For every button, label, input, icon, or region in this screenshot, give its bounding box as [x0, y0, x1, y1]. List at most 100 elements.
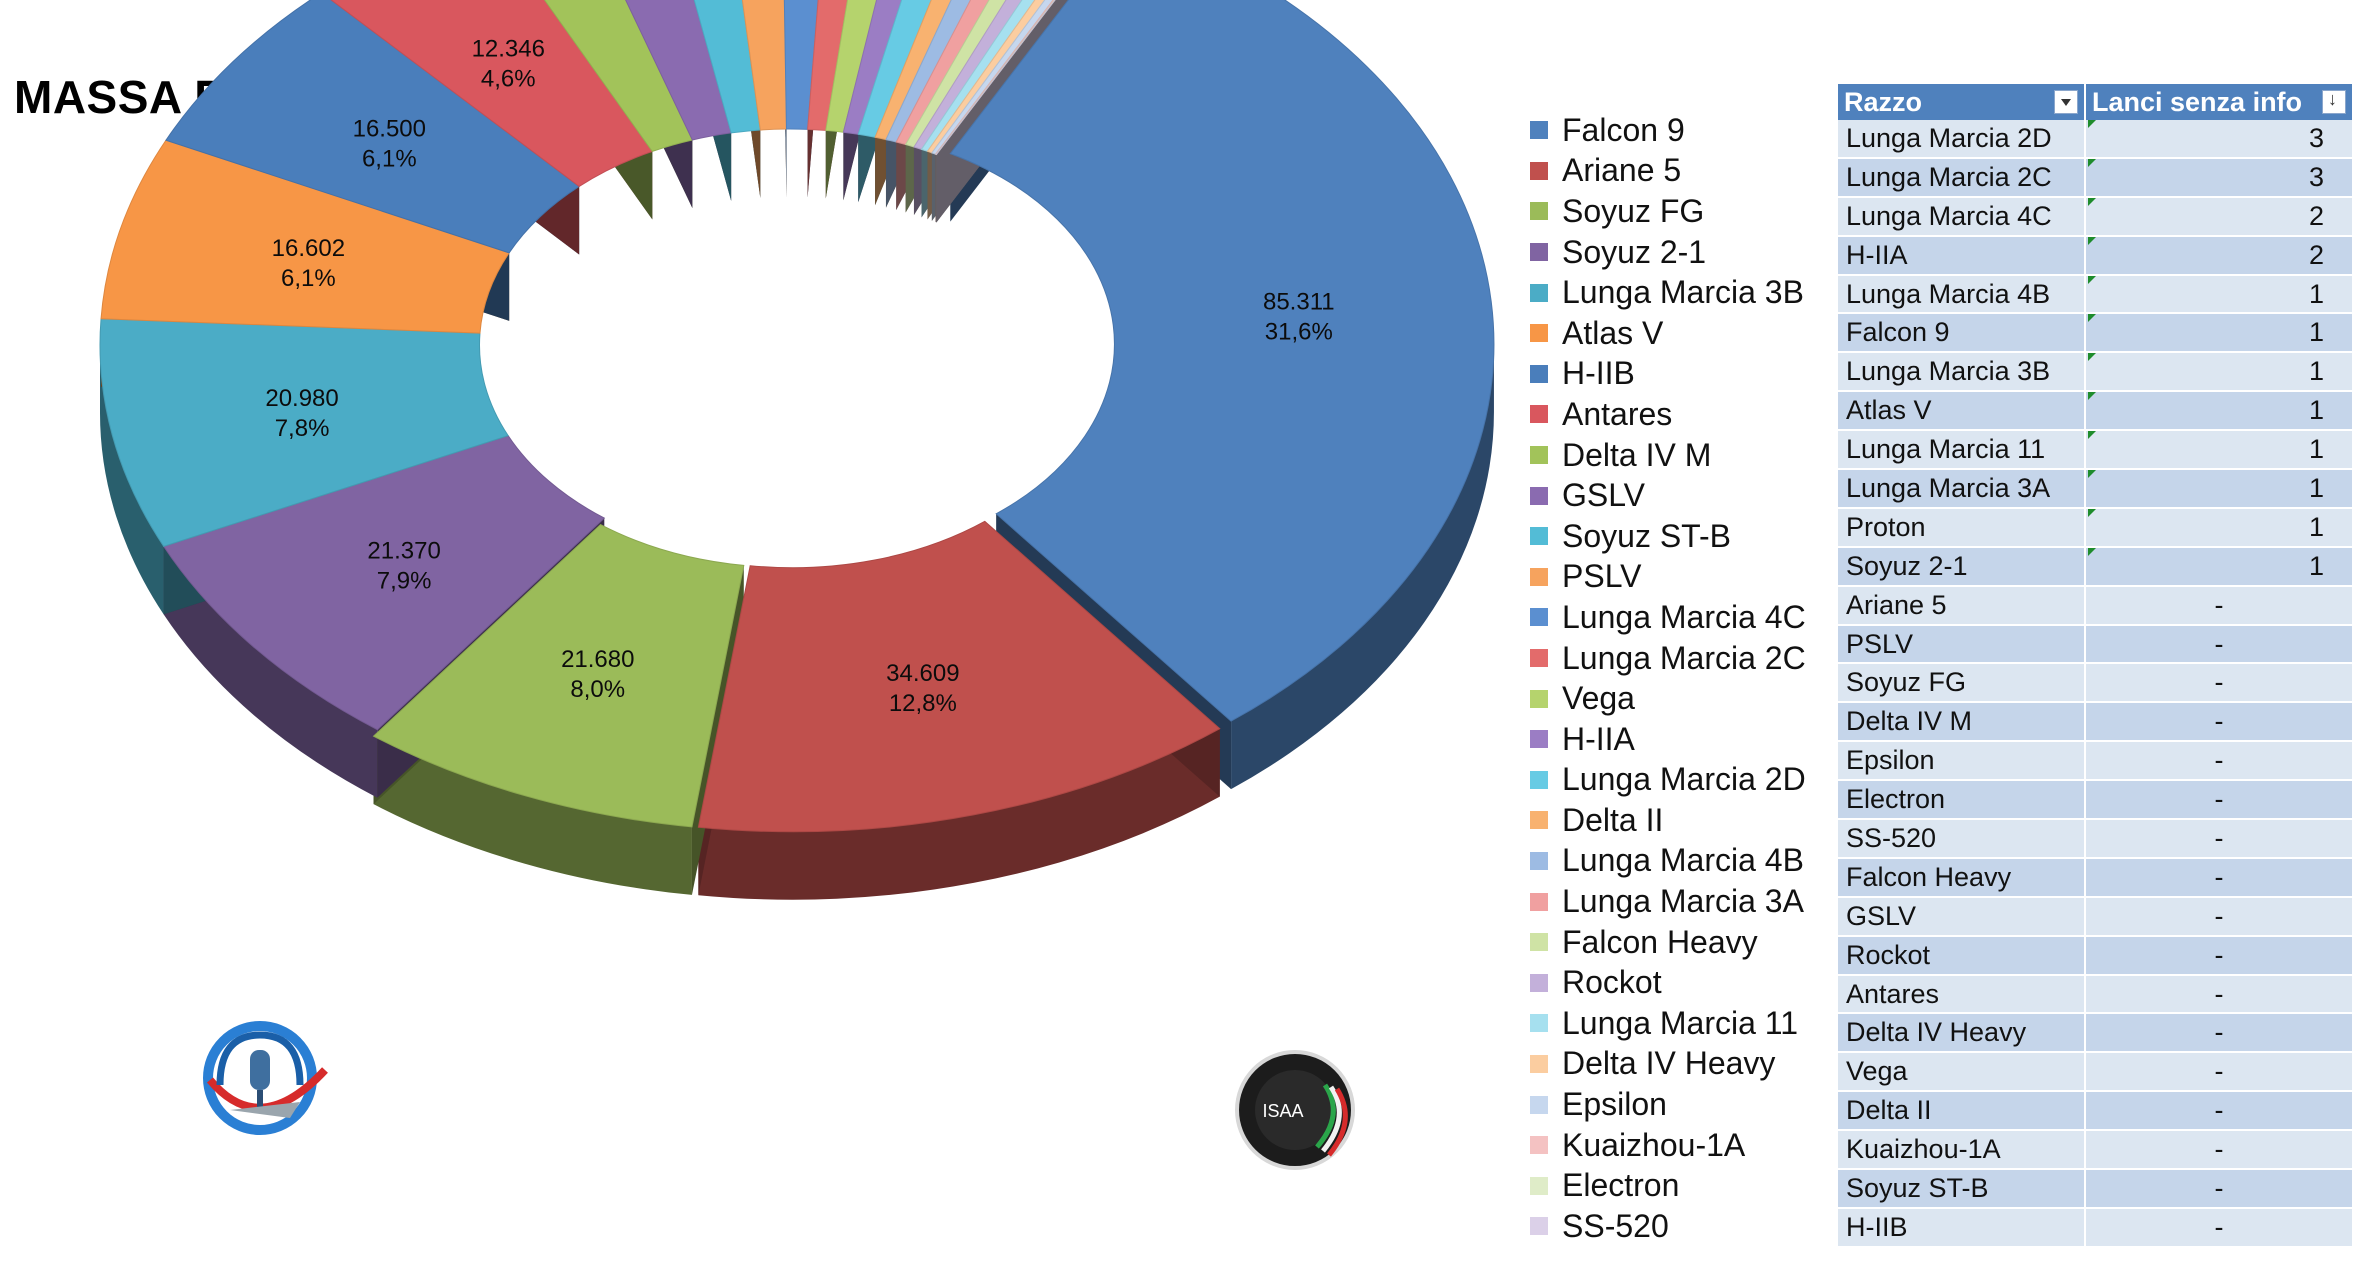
- cell-lanci[interactable]: -: [2085, 1091, 2354, 1132]
- cell-lanci[interactable]: 1: [2085, 546, 2354, 587]
- cell-indicator-icon: [2088, 431, 2096, 440]
- cell-lanci[interactable]: -: [2085, 663, 2354, 704]
- table-row: SS-520-: [1838, 819, 2354, 859]
- cell-lanci[interactable]: -: [2085, 585, 2354, 626]
- launch-table: Razzo Lanci senza info Lunga Marcia 2D3L…: [1838, 84, 2354, 1248]
- legend-item-ariane-5: Ariane 5: [1530, 151, 1830, 192]
- cell-razzo[interactable]: Vega: [1838, 1052, 2086, 1093]
- cell-lanci[interactable]: -: [2085, 819, 2354, 859]
- cell-lanci[interactable]: 2: [2085, 196, 2354, 237]
- legend-swatch: [1530, 527, 1548, 546]
- cell-lanci[interactable]: 1: [2085, 469, 2354, 509]
- legend-swatch: [1530, 121, 1548, 140]
- cell-razzo[interactable]: Lunga Marcia 4B: [1838, 274, 2086, 315]
- cell-razzo[interactable]: SS-520: [1838, 819, 2086, 859]
- cell-lanci[interactable]: -: [2085, 741, 2354, 782]
- slice-lunga-marcia-2d: [857, 0, 932, 138]
- cell-razzo[interactable]: Falcon 9: [1838, 313, 2086, 354]
- cell-razzo[interactable]: Atlas V: [1838, 391, 2086, 432]
- legend-label: Electron: [1562, 1167, 1680, 1204]
- table-row: Soyuz ST-B -: [1838, 1169, 2354, 1209]
- legend-label: Antares: [1562, 395, 1673, 432]
- cell-lanci[interactable]: -: [2085, 974, 2354, 1015]
- sort-dropdown-icon[interactable]: [2322, 89, 2346, 114]
- legend-label: Soyuz ST-B: [1562, 517, 1731, 554]
- cell-lanci[interactable]: -: [2085, 857, 2354, 898]
- cell-lanci[interactable]: 2: [2085, 235, 2354, 276]
- header-lanci[interactable]: Lanci senza info: [2085, 84, 2354, 120]
- cell-lanci[interactable]: -: [2085, 1207, 2354, 1248]
- cell-lanci[interactable]: -: [2085, 780, 2354, 821]
- value-label-soyuz-2-1: 21.370: [367, 538, 440, 565]
- legend-swatch: [1530, 446, 1548, 465]
- cell-razzo[interactable]: Soyuz 2-1: [1838, 546, 2086, 587]
- cell-lanci[interactable]: 1: [2085, 391, 2354, 432]
- cell-razzo[interactable]: Rockot: [1838, 935, 2086, 976]
- cell-lanci[interactable]: 3: [2085, 120, 2354, 159]
- cell-razzo[interactable]: Delta IV M: [1838, 702, 2086, 743]
- cell-lanci[interactable]: 3: [2085, 157, 2354, 198]
- legend-swatch: [1530, 1217, 1548, 1236]
- cell-razzo[interactable]: Electron: [1838, 780, 2086, 821]
- cell-lanci[interactable]: -: [2085, 1130, 2354, 1171]
- cell-lanci[interactable]: -: [2085, 935, 2354, 976]
- cell-razzo[interactable]: Soyuz FG: [1838, 663, 2086, 704]
- cell-razzo[interactable]: Lunga Marcia 2C: [1838, 157, 2086, 198]
- cell-razzo[interactable]: Delta II: [1838, 1091, 2086, 1132]
- cell-razzo[interactable]: Lunga Marcia 3A: [1838, 469, 2086, 509]
- legend-label: Vega: [1562, 680, 1635, 717]
- cell-razzo[interactable]: Proton: [1838, 507, 2086, 548]
- table-row: Lunga Marcia 2D 3: [1838, 120, 2354, 159]
- legend-swatch: [1530, 1176, 1548, 1195]
- cell-razzo[interactable]: GSLV: [1838, 896, 2086, 937]
- legend-item-delta-iv-heavy: Delta IV Heavy: [1530, 1044, 1830, 1085]
- cell-razzo[interactable]: Soyuz ST-B: [1838, 1169, 2086, 1209]
- legend-swatch: [1530, 243, 1548, 262]
- legend-item-ss-520: SS-520: [1530, 1206, 1830, 1247]
- slice-atlas-v: [100, 139, 510, 334]
- table-row: Epsilon -: [1838, 741, 2354, 782]
- cell-razzo[interactable]: Epsilon: [1838, 741, 2086, 782]
- legend-label: Lunga Marcia 3A: [1562, 883, 1804, 920]
- legend-label: Delta II: [1562, 801, 1664, 838]
- cell-lanci[interactable]: 1: [2085, 352, 2354, 393]
- cell-razzo[interactable]: Ariane 5: [1838, 585, 2086, 626]
- cell-lanci[interactable]: 1: [2085, 313, 2354, 354]
- percent-label-soyuz-2-1: 7,9%: [377, 568, 432, 595]
- cell-lanci[interactable]: -: [2085, 896, 2354, 937]
- cell-indicator-icon: [2088, 158, 2096, 167]
- cell-razzo[interactable]: H-IIB: [1838, 1207, 2086, 1248]
- slice-falcon-9: [949, 0, 1495, 722]
- legend-label: Falcon 9: [1562, 111, 1685, 148]
- microphone-icon: [250, 1050, 270, 1090]
- legend-swatch: [1530, 364, 1548, 383]
- legend-swatch: [1530, 851, 1548, 870]
- legend-item-lunga-marcia-3b: Lunga Marcia 3B: [1530, 272, 1830, 313]
- cell-indicator-icon: [2088, 547, 2096, 556]
- cell-razzo[interactable]: Kuaizhou-1A: [1838, 1130, 2086, 1171]
- cell-lanci[interactable]: 1: [2085, 507, 2354, 548]
- filter-dropdown-icon[interactable]: [2054, 90, 2078, 114]
- cell-lanci[interactable]: -: [2085, 1052, 2354, 1093]
- cell-lanci[interactable]: -: [2085, 1013, 2354, 1054]
- cell-lanci[interactable]: 1: [2085, 430, 2354, 471]
- cell-razzo[interactable]: Antares: [1838, 974, 2086, 1015]
- header-razzo[interactable]: Razzo: [1838, 84, 2086, 120]
- cell-razzo[interactable]: Falcon Heavy: [1838, 857, 2086, 898]
- cell-lanci[interactable]: -: [2085, 624, 2354, 665]
- cell-razzo[interactable]: Delta IV Heavy: [1838, 1013, 2086, 1054]
- cell-razzo[interactable]: Lunga Marcia 4C: [1838, 196, 2086, 237]
- cell-razzo[interactable]: Lunga Marcia 11: [1838, 430, 2086, 471]
- legend-swatch: [1530, 202, 1548, 221]
- legend-swatch: [1530, 567, 1548, 586]
- cell-razzo[interactable]: Lunga Marcia 3B: [1838, 352, 2086, 393]
- cell-lanci[interactable]: 1: [2085, 274, 2354, 315]
- legend-label: H-IIA: [1562, 720, 1635, 757]
- cell-lanci[interactable]: -: [2085, 702, 2354, 743]
- cell-razzo[interactable]: Lunga Marcia 2D: [1838, 120, 2086, 159]
- cell-lanci[interactable]: -: [2085, 1169, 2354, 1209]
- cell-razzo[interactable]: H-IIA: [1838, 235, 2086, 276]
- cell-razzo[interactable]: PSLV: [1838, 624, 2086, 665]
- value-label-soyuz-fg: 21.680: [561, 646, 634, 673]
- slice-side-soyuz-2-1: [163, 546, 378, 798]
